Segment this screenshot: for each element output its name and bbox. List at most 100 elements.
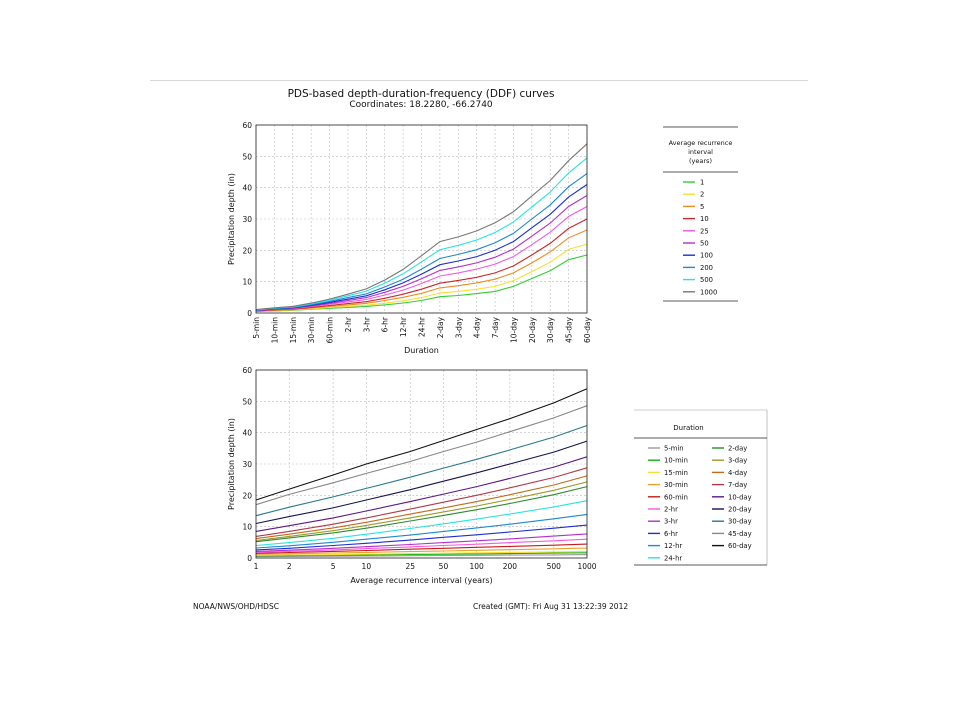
created-timestamp: Created (GMT): Fri Aug 31 13:22:39 2012: [473, 602, 629, 611]
x-tick-label: 25: [405, 562, 415, 571]
legend-label: 5-min: [664, 445, 684, 453]
series-line-ari-500: [255, 157, 588, 311]
y-tick-label: 20: [242, 491, 252, 500]
chart-subtitle: Coordinates: 18.2280, -66.2740: [349, 100, 493, 110]
x-tick-label: 1000: [577, 562, 596, 571]
x-tick-label: 5-min: [252, 317, 261, 339]
legend-label: 30-day: [728, 518, 752, 526]
legend-label: 3-day: [728, 457, 747, 465]
legend-label: 4-day: [728, 469, 747, 477]
legend-label: 12-hr: [664, 542, 682, 550]
legend-label: 2: [700, 191, 704, 199]
series-line-24-hr: [255, 500, 588, 547]
x-tick-label: 100: [470, 562, 485, 571]
x-tick-label: 60-min: [326, 317, 335, 344]
y-tick-label: 30: [242, 215, 252, 224]
legend-label: 20-day: [728, 506, 752, 514]
legend-title: Average recurrence: [669, 139, 733, 147]
x-tick-label: 200: [503, 562, 518, 571]
series-line-ari-2: [255, 243, 588, 312]
series-line-12-hr: [255, 513, 588, 549]
x-tick-label: 7-day: [491, 316, 500, 338]
series-line-15-min: [255, 550, 588, 556]
x-tick-label: 6-hr: [381, 316, 390, 332]
chart-title: PDS-based depth-duration-frequency (DDF)…: [287, 88, 555, 100]
legend-title: interval: [688, 148, 713, 156]
series-line-2-day: [255, 486, 588, 543]
x-tick-label: 3-day: [454, 316, 463, 338]
x-tick-label: 30-min: [307, 317, 316, 344]
x-tick-label: 2-hr: [344, 316, 353, 332]
y-tick-label: 50: [242, 152, 252, 161]
series-line-ari-100: [255, 184, 588, 311]
legend-label: 6-hr: [664, 530, 678, 538]
series-line-3-hr: [255, 533, 588, 552]
x-tick-label: 50: [439, 562, 449, 571]
top-divider: [150, 80, 808, 81]
legend-label: 45-day: [728, 530, 752, 538]
y-tick-label: 0: [247, 309, 252, 318]
y-tick-label: 40: [242, 184, 252, 193]
y-tick-label: 10: [242, 278, 252, 287]
legend-label: 10-day: [728, 493, 752, 501]
series-line-ari-200: [255, 173, 588, 311]
series-line-10-day: [255, 456, 588, 532]
y-axis-label: Precipitation depth (in): [227, 173, 236, 265]
series-line-ari-1000: [255, 143, 588, 311]
series-line-20-day: [255, 440, 588, 525]
y-tick-label: 10: [242, 523, 252, 532]
y-tick-label: 60: [242, 121, 252, 130]
x-tick-label: 4-day: [473, 316, 482, 338]
x-tick-label: 30-day: [546, 316, 555, 343]
series-line-3-day: [255, 481, 588, 542]
legend-label: 30-min: [664, 481, 688, 489]
legend-label: 1: [700, 179, 704, 187]
legend-label: 7-day: [728, 481, 747, 489]
y-tick-label: 50: [242, 397, 252, 406]
x-tick-label: 20-day: [528, 316, 537, 343]
series-line-60-day: [255, 388, 588, 501]
legend-label: 500: [700, 276, 713, 284]
x-axis-label: Duration: [404, 346, 439, 355]
series-line-7-day: [255, 467, 588, 537]
source-credit: NOAA/NWS/OHD/HDSC: [193, 602, 279, 611]
x-tick-label: 5: [331, 562, 336, 571]
x-tick-label: 24-hr: [418, 316, 427, 337]
x-axis-label: Average recurrence interval (years): [350, 576, 492, 585]
x-tick-label: 10-min: [270, 317, 279, 344]
series-line-10-min: [255, 552, 588, 557]
legend-label: 25: [700, 227, 709, 235]
legend-label: 60-min: [664, 493, 688, 501]
plot-frame-duration: [255, 124, 588, 314]
x-tick-label: 3-hr: [362, 316, 371, 332]
y-tick-label: 40: [242, 429, 252, 438]
x-tick-label: 60-day: [583, 316, 592, 343]
x-tick-label: 1: [254, 562, 259, 571]
series-line-6-hr: [255, 524, 588, 551]
y-tick-label: 60: [242, 366, 252, 375]
series-line-30-min: [255, 547, 588, 555]
series-line-ari-5: [255, 229, 588, 312]
x-tick-label: 2-day: [436, 316, 445, 338]
legend-label: 3-hr: [664, 518, 678, 526]
series-line-2-hr: [255, 538, 588, 553]
y-axis-label: Precipitation depth (in): [227, 418, 236, 510]
series-line-ari-25: [255, 206, 588, 312]
series-line-45-day: [255, 405, 588, 506]
series-line-60-min: [255, 543, 588, 554]
x-tick-label: 45-day: [565, 316, 574, 343]
series-line-ari-50: [255, 195, 588, 312]
legend-label: 100: [700, 252, 713, 260]
x-tick-label: 12-hr: [399, 316, 408, 337]
x-tick-label: 15-min: [289, 317, 298, 344]
series-line-5-min: [255, 554, 588, 558]
legend-label: 1000: [700, 288, 717, 296]
legend-label: 24-hr: [664, 554, 682, 562]
x-tick-label: 10: [362, 562, 372, 571]
legend-label: 2-day: [728, 445, 747, 453]
series-line-4-day: [255, 475, 588, 540]
legend-label: 50: [700, 240, 709, 248]
series-line-ari-10: [255, 218, 588, 312]
series-line-30-day: [255, 424, 588, 517]
